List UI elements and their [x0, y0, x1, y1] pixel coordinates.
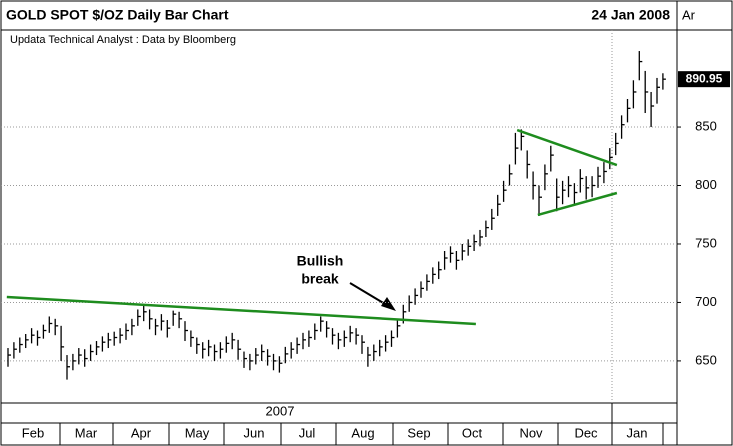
- arrow-head: [381, 297, 396, 311]
- corner-label: Ar: [682, 7, 696, 22]
- x-tick-label: Feb: [22, 425, 44, 440]
- last-price-box: [678, 71, 730, 88]
- chart-subtitle: Updata Technical Analyst : Data by Bloom…: [10, 34, 236, 46]
- x-tick-label: Mar: [75, 425, 98, 440]
- trend-line: [516, 128, 618, 167]
- last-price-label: 890.95: [686, 71, 723, 85]
- annotation-line: break: [301, 271, 339, 287]
- x-tick-label: Dec: [574, 425, 598, 440]
- annotation-line: Bullish: [297, 253, 344, 269]
- annotation: Bullish break: [297, 253, 396, 311]
- x-tick-label: Jan: [627, 425, 648, 440]
- x-tick-label: Nov: [519, 425, 543, 440]
- x-tick-label: Oct: [462, 425, 483, 440]
- x-tick-label: Jul: [299, 425, 316, 440]
- trend-line: [6, 295, 476, 326]
- y-tick-label: 800: [695, 177, 717, 192]
- year-label: 2007: [266, 403, 295, 418]
- chart-date: 24 Jan 2008: [591, 7, 670, 23]
- y-tick-label: 650: [695, 352, 717, 367]
- x-tick-label: May: [185, 425, 210, 440]
- y-tick-label: 850: [695, 118, 717, 133]
- y-tick-label: 700: [695, 294, 717, 309]
- x-tick-label: Apr: [131, 425, 152, 440]
- x-tick-label: Aug: [351, 425, 374, 440]
- y-tick-label: 750: [695, 235, 717, 250]
- trend-line: [537, 191, 618, 217]
- x-tick-label: Jun: [244, 425, 265, 440]
- chart-title: GOLD SPOT $/OZ Daily Bar Chart: [6, 7, 229, 23]
- x-tick-label: Sep: [407, 425, 430, 440]
